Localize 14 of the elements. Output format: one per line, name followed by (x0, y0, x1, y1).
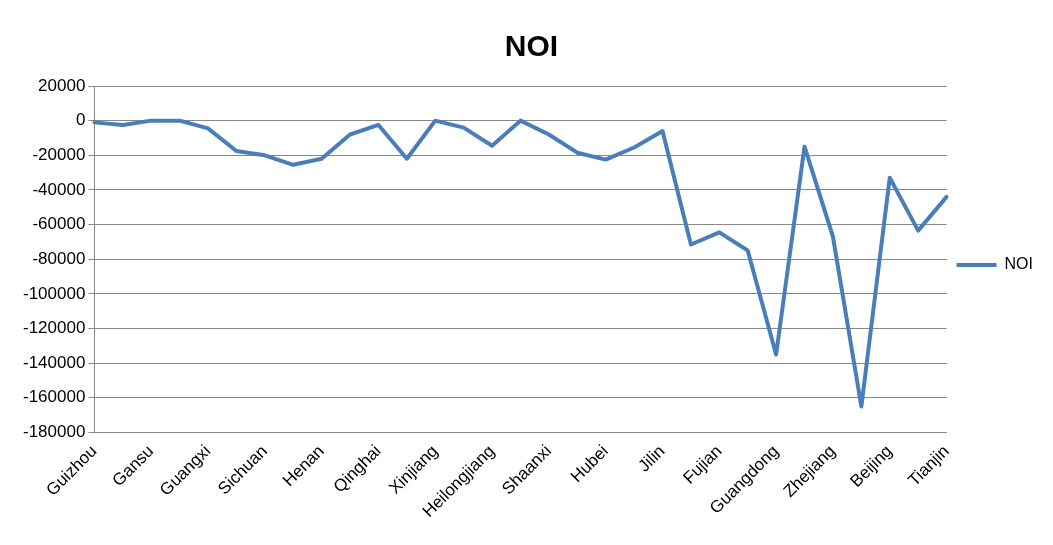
y-tick-label: -80000 (32, 248, 86, 268)
y-tick-label: 0 (75, 110, 86, 130)
y-tick-label: -60000 (32, 214, 86, 234)
x-tick-label: Jilin (634, 441, 669, 476)
y-tick-label: -40000 (32, 179, 86, 199)
y-tick-label: -180000 (23, 422, 86, 442)
legend-label: NOI (1004, 255, 1034, 273)
chart-title: NOI (504, 29, 559, 63)
y-tick-label: -160000 (23, 387, 86, 407)
y-tick-label: 20000 (38, 75, 86, 95)
y-tick-label: -100000 (23, 283, 86, 303)
y-tick-label: -140000 (23, 352, 86, 372)
y-tick-label: -20000 (32, 144, 86, 164)
y-tick-label: -120000 (23, 318, 86, 338)
